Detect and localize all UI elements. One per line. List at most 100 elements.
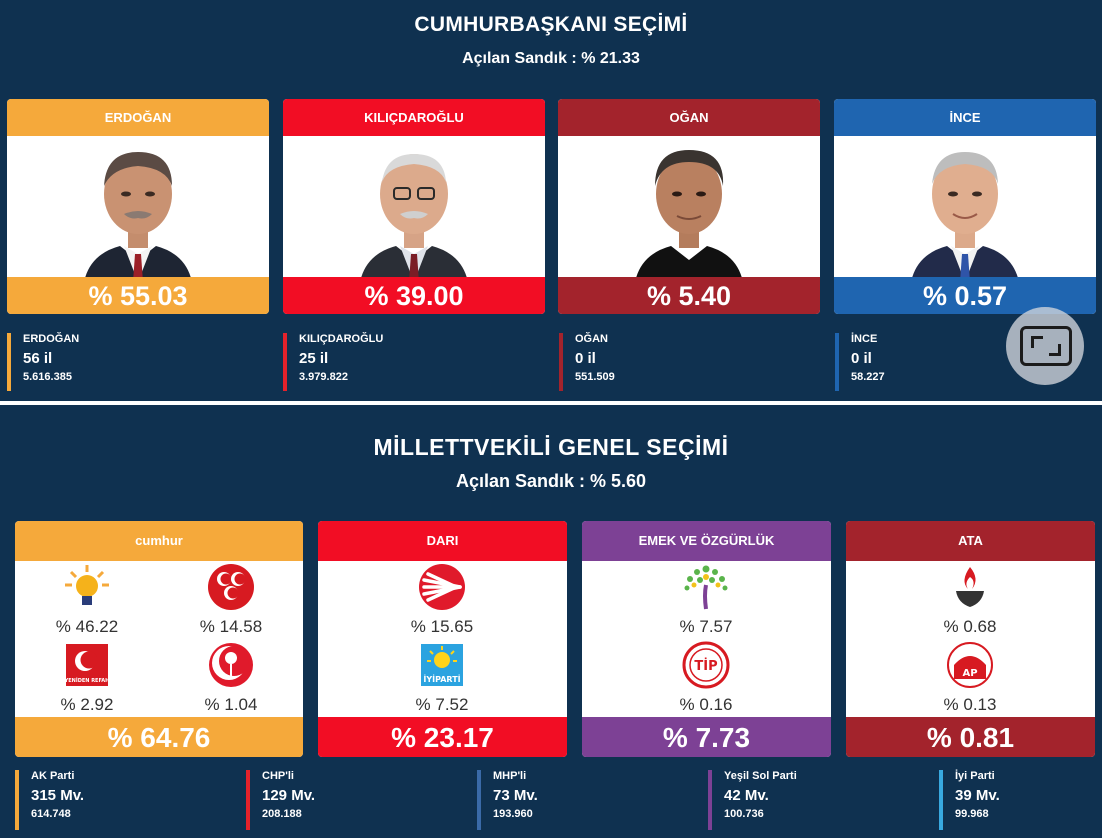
stat-seats: 315 Mv. xyxy=(31,787,85,804)
party-mhp: % 14.58 xyxy=(181,563,281,637)
fullscreen-button[interactable] xyxy=(1006,307,1084,385)
candidate-name: İNCE xyxy=(834,99,1096,136)
alliance-card-emek-ve-ozgurluk[interactable]: EMEK VE ÖZGÜRLÜK % 7.57 xyxy=(582,521,831,757)
zafer-torch-icon xyxy=(946,563,994,611)
seat-stat-chp: CHP'li 129 Mv. 208.188 xyxy=(246,770,315,830)
alliance-card-cumhur[interactable]: cumhur % 46.22 xyxy=(15,521,303,757)
candidate-photo xyxy=(7,136,269,277)
svg-text:TİP: TİP xyxy=(694,658,717,674)
stat-votes: 193.960 xyxy=(493,808,533,820)
stat-name: AK Parti xyxy=(31,770,75,782)
stat-name: KILIÇDAROĞLU xyxy=(299,333,384,345)
stat-provinces: 0 il xyxy=(851,350,872,367)
party-adalet: AP % 0.13 xyxy=(920,641,1020,715)
seat-stat-ak-parti: AK Parti 315 Mv. 614.748 xyxy=(15,770,84,830)
candidate-name: ERDOĞAN xyxy=(7,99,269,136)
party-chp: % 15.65 xyxy=(392,563,492,637)
stat-name: ERDOĞAN xyxy=(23,333,80,345)
ysp-tree-icon xyxy=(682,563,730,611)
chp-arrows-icon xyxy=(418,563,466,611)
candidate-card-ogan[interactable]: OĞAN % 5.40 xyxy=(558,99,820,314)
alliance-total: % 64.76 xyxy=(15,717,303,757)
stat-name: OĞAN xyxy=(575,333,608,345)
party-percent: % 15.65 xyxy=(410,617,474,636)
presidential-ballot-opened: Açılan Sandık : % 21.33 xyxy=(462,50,640,67)
stat-seats: 129 Mv. xyxy=(262,787,316,804)
candidate-photo xyxy=(283,136,545,277)
seat-stat-mhp: MHP'li 73 Mv. 193.960 xyxy=(477,770,538,830)
party-percent: % 14.58 xyxy=(199,617,263,636)
stat-votes: 208.188 xyxy=(262,808,302,820)
party-percent: % 2.92 xyxy=(60,695,114,714)
party-percent: % 0.13 xyxy=(943,695,997,714)
party-zafer: % 0.68 xyxy=(920,563,1020,637)
candidate-card-ince[interactable]: İNCE % 0.57 xyxy=(834,99,1096,314)
stat-votes: 551.509 xyxy=(575,371,615,383)
ince-portrait-icon xyxy=(912,152,1018,277)
parliamentary-title: MİLLETTVEKİLİ GENEL SEÇİMİ xyxy=(373,434,729,460)
party-bbp: % 1.04 xyxy=(181,641,281,715)
candidate-percent: % 39.00 xyxy=(283,277,545,314)
stat-votes: 5.616.385 xyxy=(23,371,72,383)
stat-votes: 58.227 xyxy=(851,371,885,383)
stat-seats: 42 Mv. xyxy=(724,787,769,804)
party-ysp: % 7.57 xyxy=(656,563,756,637)
candidate-stat-erdogan: ERDOĞAN 56 il 5.616.385 xyxy=(7,333,79,391)
party-yeniden-refah: YENİDEN REFAH % 2.92 xyxy=(37,641,137,715)
seat-stat-iyi-parti: İyi Parti 39 Mv. 99.968 xyxy=(939,770,1000,830)
tip-logo-icon: TİP xyxy=(682,641,730,689)
stat-provinces: 56 il xyxy=(23,350,53,367)
candidate-name: KILIÇDAROĞLU xyxy=(283,99,545,136)
svg-text:AP: AP xyxy=(962,668,977,679)
alliance-name: ATA xyxy=(846,521,1095,561)
alliance-total: % 23.17 xyxy=(318,717,567,757)
candidate-card-kilicdaroglu[interactable]: KILIÇDAROĞLU % 39.00 xyxy=(283,99,545,314)
party-percent: % 0.16 xyxy=(679,695,733,714)
stat-name: İNCE xyxy=(851,333,878,345)
candidate-photo xyxy=(558,136,820,277)
iyi-parti-sun-icon: İYİPARTİ xyxy=(418,641,466,689)
party-percent: % 0.68 xyxy=(943,617,997,636)
alliance-card-ata[interactable]: ATA % 0.68 AP % 0.13 % 0.81 xyxy=(846,521,1095,757)
stat-votes: 99.968 xyxy=(955,808,989,820)
candidate-percent: % 55.03 xyxy=(7,277,269,314)
party-percent: % 46.22 xyxy=(55,617,119,636)
candidate-stat-ince: İNCE 0 il 58.227 xyxy=(835,333,885,391)
alliance-name: EMEK VE ÖZGÜRLÜK xyxy=(582,521,831,561)
stat-name: İyi Parti xyxy=(955,770,995,782)
adalet-partisi-icon: AP xyxy=(946,641,994,689)
party-percent: % 1.04 xyxy=(204,695,258,714)
erdogan-portrait-icon xyxy=(85,152,191,277)
svg-text:YENİDEN REFAH: YENİDEN REFAH xyxy=(64,677,110,684)
party-iyi: İYİPARTİ % 7.52 xyxy=(392,641,492,715)
stat-provinces: 25 il xyxy=(299,350,329,367)
bbp-rose-icon xyxy=(207,641,255,689)
candidate-card-erdogan[interactable]: ERDOĞAN % 55.03 xyxy=(7,99,269,314)
stat-provinces: 0 il xyxy=(575,350,596,367)
candidate-name: OĞAN xyxy=(558,99,820,136)
svg-text:İYİPARTİ: İYİPARTİ xyxy=(423,674,460,684)
party-percent: % 7.57 xyxy=(679,617,733,636)
party-akp: % 46.22 xyxy=(37,563,137,637)
mhp-crescents-icon xyxy=(207,563,255,611)
alliance-name: cumhur xyxy=(15,521,303,561)
alliance-name: DARI xyxy=(318,521,567,561)
alliance-card-dari[interactable]: DARI % 15.65 xyxy=(318,521,567,757)
akp-bulb-icon xyxy=(63,563,111,611)
alliance-total: % 7.73 xyxy=(582,717,831,757)
yeniden-refah-icon: YENİDEN REFAH xyxy=(63,641,111,689)
stat-votes: 614.748 xyxy=(31,808,71,820)
candidate-stat-kilicdaroglu: KILIÇDAROĞLU 25 il 3.979.822 xyxy=(283,333,383,391)
stat-votes: 100.736 xyxy=(724,808,764,820)
candidate-stat-ogan: OĞAN 0 il 551.509 xyxy=(559,333,615,391)
fullscreen-icon xyxy=(1020,326,1072,366)
seat-stat-yesil-sol: Yeşil Sol Parti 42 Mv. 100.736 xyxy=(708,770,797,830)
party-percent: % 7.52 xyxy=(415,695,469,714)
candidate-percent: % 5.40 xyxy=(558,277,820,314)
stat-name: MHP'li xyxy=(493,770,527,782)
party-tip: TİP % 0.16 xyxy=(656,641,756,715)
presidential-title: CUMHURBAŞKANI SEÇİMİ xyxy=(414,13,688,36)
stat-name: CHP'li xyxy=(262,770,294,782)
stat-name: Yeşil Sol Parti xyxy=(724,770,797,782)
stat-seats: 73 Mv. xyxy=(493,787,538,804)
